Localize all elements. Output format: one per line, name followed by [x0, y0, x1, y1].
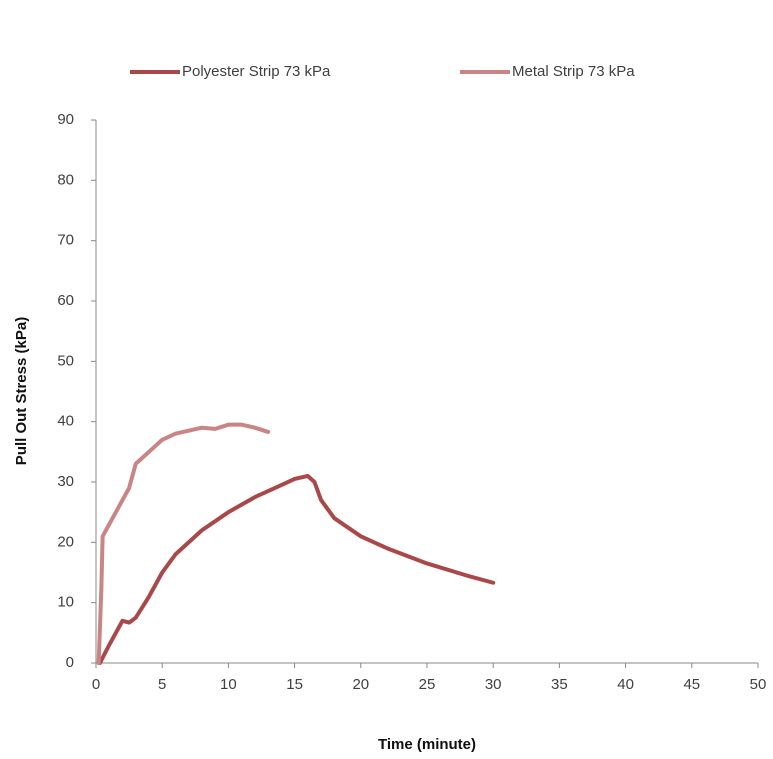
legend-label: Metal Strip 73 kPa	[512, 63, 635, 80]
x-tick-label: 25	[419, 676, 436, 693]
x-tick-label: 10	[220, 676, 237, 693]
x-axis-title: Time (minute)	[378, 736, 476, 753]
x-tick-label: 15	[286, 676, 303, 693]
y-tick-label: 80	[57, 171, 74, 188]
x-tick-label: 35	[551, 676, 568, 693]
y-tick-label: 10	[57, 594, 74, 611]
series-line	[100, 476, 493, 663]
x-tick-label: 5	[158, 676, 166, 693]
x-tick-label: 45	[683, 676, 700, 693]
y-tick-label: 60	[57, 292, 74, 309]
chart: Time (minute) Pull Out Stress (kPa) 0 10 2…	[0, 0, 773, 759]
y-tick-label: 50	[57, 352, 74, 369]
legend-label: Polyester Strip 73 kPa	[182, 63, 331, 80]
x-tick-label: 50	[750, 676, 767, 693]
y-tick-label: 90	[57, 111, 74, 128]
y-tick-label: 40	[57, 413, 74, 430]
y-axis-title: Pull Out Stress (kPa)	[13, 317, 30, 465]
y-tick-label: 20	[57, 533, 74, 550]
series-line	[99, 425, 268, 663]
x-tick-label: 0	[92, 676, 100, 693]
x-tick-label: 30	[485, 676, 502, 693]
y-tick-label: 0	[66, 654, 74, 671]
y-tick-label: 70	[57, 232, 74, 249]
x-tick-label: 40	[617, 676, 634, 693]
y-tick-label: 30	[57, 473, 74, 490]
x-tick-label: 20	[352, 676, 369, 693]
